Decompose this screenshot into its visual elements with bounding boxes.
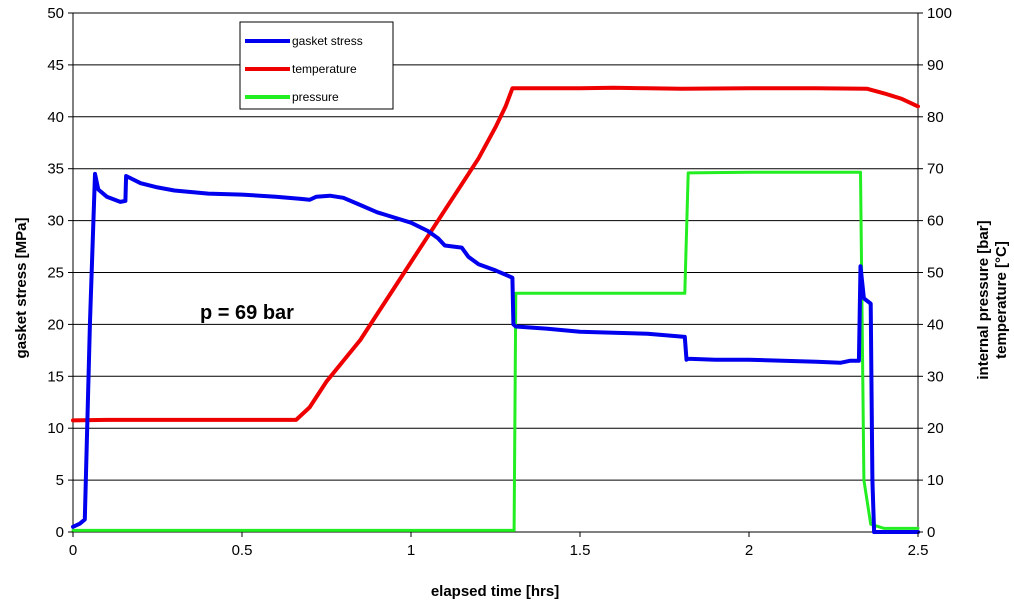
y-right-tick-label: 30 — [927, 368, 944, 385]
y-right-tick-label: 90 — [927, 57, 944, 74]
y-left-tick-label: 35 — [47, 161, 64, 178]
y-right-tick-label: 10 — [927, 472, 944, 489]
y-right-tick-label: 40 — [927, 316, 944, 333]
legend-label: pressure — [292, 90, 339, 104]
y-left-axis-title: gasket stress [MPa] — [13, 218, 30, 359]
y-right-tick-label: 70 — [927, 161, 944, 178]
y-right-tick-label: 60 — [927, 213, 944, 230]
y-right-tick-label: 50 — [927, 265, 944, 282]
legend-box — [239, 21, 394, 110]
y-left-tick-label: 10 — [47, 420, 64, 437]
y-right-axis-title-pressure: internal pressure [bar] — [975, 220, 992, 379]
x-tick-label: 1.5 — [570, 542, 591, 559]
y-left-tick-label: 5 — [56, 472, 64, 489]
series-line-temperature — [71, 85, 920, 423]
legend-label: temperature — [292, 62, 357, 76]
x-tick-label: 0.5 — [232, 542, 253, 559]
x-axis-title: elapsed time [hrs] — [431, 583, 559, 600]
x-tick-label: 2 — [745, 542, 753, 559]
y-left-tick-label: 15 — [47, 368, 64, 385]
y-left-tick-label: 45 — [47, 57, 64, 74]
y-left-tick-label: 25 — [47, 265, 64, 282]
y-left-tick-label: 40 — [47, 109, 64, 126]
pressure-annotation: p = 69 bar — [200, 302, 294, 324]
y-left-tick-labels: 0 5 10 15 20 25 30 35 40 45 50 — [47, 5, 64, 541]
x-tick-labels: 0 0.5 1 1.5 2 2.5 — [69, 542, 929, 559]
y-left-tick-label: 50 — [47, 5, 64, 22]
legend-label: gasket stress — [292, 34, 363, 48]
y-right-tick-label: 80 — [927, 109, 944, 126]
series-line-pressure — [71, 170, 920, 532]
x-tick-label: 2.5 — [908, 542, 929, 559]
y-left-tick-label: 30 — [47, 213, 64, 230]
y-right-tick-label: 0 — [927, 524, 935, 541]
y-left-tick-label: 0 — [56, 524, 64, 541]
y-left-tick-label: 20 — [47, 316, 64, 333]
y-right-axis-title-temperature: temperature [°C] — [993, 241, 1010, 359]
legend: gasket stress temperature pressure — [239, 21, 394, 110]
y-right-tick-label: 20 — [927, 420, 944, 437]
series-line-gasket-stress — [71, 171, 920, 534]
x-tick-label: 1 — [407, 542, 415, 559]
y-right-tick-label: 100 — [927, 5, 952, 22]
x-tick-label: 0 — [69, 542, 77, 559]
tick-marks — [68, 12, 923, 537]
y-right-tick-labels: 0 10 20 30 40 50 60 70 80 90 100 — [927, 5, 952, 541]
series-layer — [71, 85, 920, 534]
